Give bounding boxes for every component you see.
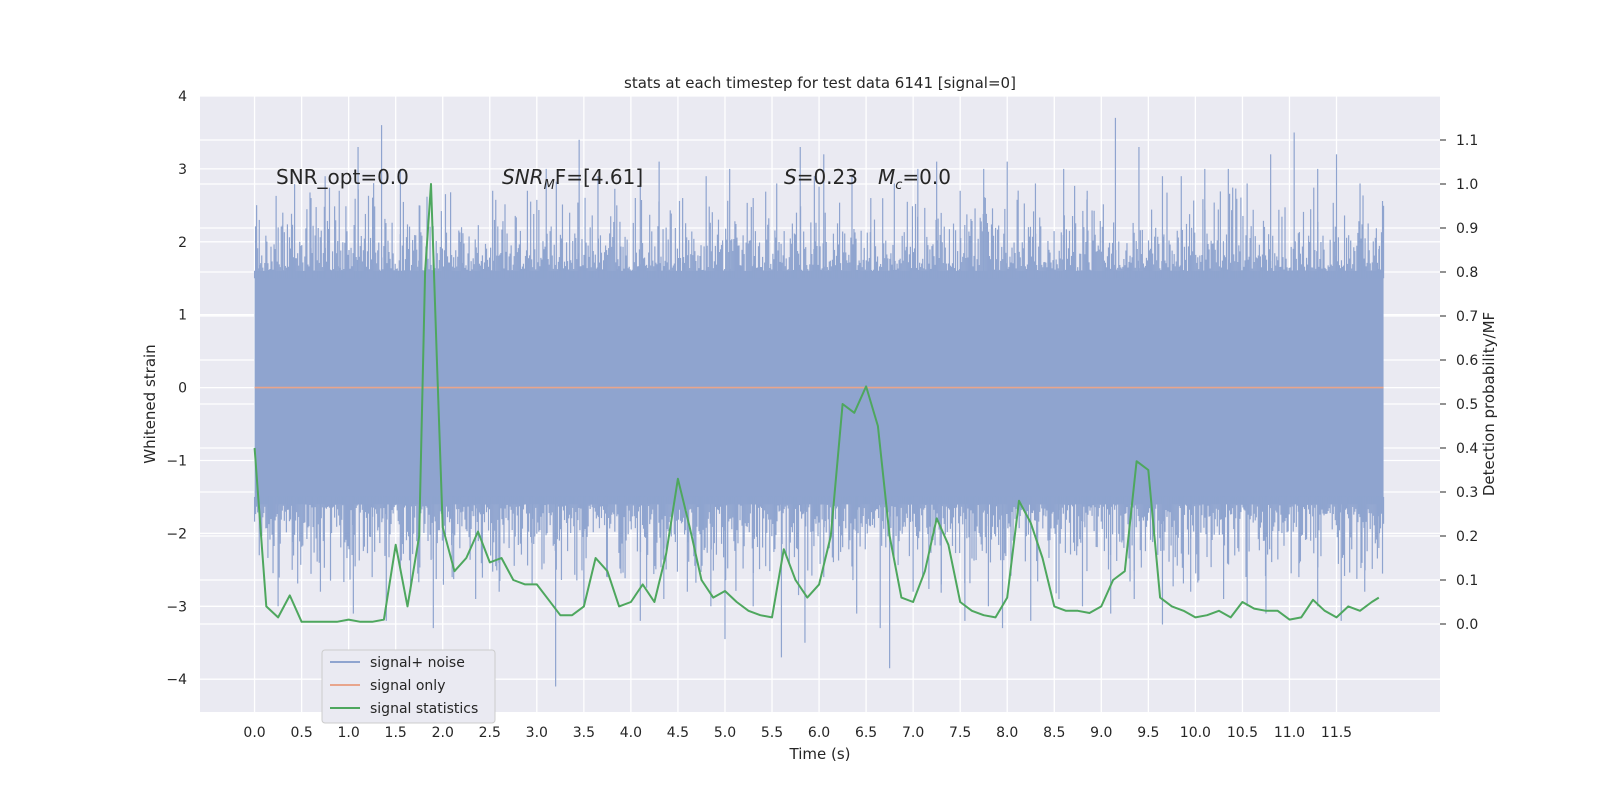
annotation-mc-number: =0.0 — [902, 165, 951, 189]
signal-statistics-line — [253, 183, 1380, 623]
x-tick-label: 7.5 — [949, 725, 971, 741]
annotation-mc-subscript: c — [895, 178, 902, 193]
legend-label-signal-statistics: signal statistics — [370, 701, 478, 717]
y-tick-label: 2 — [178, 235, 187, 251]
y-tick-label: 4 — [178, 89, 187, 105]
x-tick-label: 9.5 — [1137, 725, 1159, 741]
x-tick-label: 7.0 — [902, 725, 924, 741]
y-tick-label: −2 — [166, 526, 187, 542]
chart-title: stats at each timestep for test data 614… — [624, 74, 1016, 92]
y-tick-labels: 4 3 2 1 0 −1 −2 −3 −4 — [166, 89, 187, 688]
annotation-mc-symbol: M — [878, 165, 895, 189]
x-tick-label: 10.5 — [1227, 725, 1258, 741]
x-tick-label: 0.5 — [290, 725, 312, 741]
y-tick-label: −3 — [166, 599, 187, 615]
x-tick-labels: 0.0 0.5 1.0 1.5 2.0 2.5 3.0 3.5 4.0 4.5 5.0 5.5 6.0 6… — [243, 725, 1352, 741]
annotation-s-value: S=0.23 — [784, 165, 858, 189]
y-right-tick-label: 1.1 — [1456, 133, 1478, 149]
x-tick-label: 0.0 — [243, 725, 265, 741]
y-right-tick-label: 0.1 — [1456, 573, 1478, 589]
annotation-s-symbol: S — [784, 165, 797, 189]
y-right-tick-label: 0.5 — [1456, 397, 1478, 413]
annotation-snr-mf-value: F=[4.61] — [555, 165, 643, 189]
annotation-snr-mf-subscript: M — [544, 178, 555, 193]
legend: signal+ noise signal only signal statist… — [321, 649, 496, 724]
legend-label-signal-only: signal only — [370, 678, 445, 694]
y-right-tick-label: 0.2 — [1456, 529, 1478, 545]
y-tick-label: 0 — [178, 381, 187, 397]
y-right-tick-label: 0.6 — [1456, 353, 1478, 369]
y-right-tick-label: 0.4 — [1456, 441, 1478, 457]
y-right-tick-labels: 1.1 1.0 0.9 0.8 0.7 0.6 0.5 0.4 0.3 0.2 0.1 0.0 — [1440, 133, 1478, 633]
y-right-tick-label: 0.3 — [1456, 485, 1478, 501]
x-tick-label: 11.5 — [1321, 725, 1352, 741]
x-tick-label: 4.0 — [620, 725, 642, 741]
x-tick-label: 5.5 — [761, 725, 783, 741]
annotation-snr-mf-symbol: SNR — [502, 165, 544, 189]
x-tick-label: 5.0 — [714, 725, 736, 741]
x-tick-label: 2.0 — [432, 725, 454, 741]
x-axis-label: Time (s) — [789, 745, 851, 763]
x-tick-label: 1.5 — [385, 725, 407, 741]
x-tick-label: 6.5 — [855, 725, 877, 741]
x-tick-label: 1.0 — [338, 725, 360, 741]
x-tick-label: 2.5 — [479, 725, 501, 741]
y-tick-label: −1 — [166, 453, 187, 469]
x-tick-label: 9.0 — [1090, 725, 1112, 741]
y-right-tick-label: 0.7 — [1456, 309, 1478, 325]
x-tick-label: 6.0 — [808, 725, 830, 741]
x-tick-label: 3.5 — [573, 725, 595, 741]
stat-layer — [253, 183, 1380, 623]
y-right-tick-label: 0.0 — [1456, 617, 1478, 633]
annotation-snr-opt: SNR_opt=0.0 — [276, 165, 409, 189]
y-right-axis-label: Detection probability/MF — [1480, 312, 1498, 496]
annotation-mc-value: Mc=0.0 — [878, 165, 951, 193]
x-tick-label: 4.5 — [667, 725, 689, 741]
legend-label-signal-noise: signal+ noise — [370, 655, 465, 671]
x-tick-label: 8.5 — [1043, 725, 1065, 741]
y-right-tick-label: 1.0 — [1456, 177, 1478, 193]
annotation-s-number: =0.23 — [797, 165, 858, 189]
x-tick-label: 10.0 — [1180, 725, 1211, 741]
y-right-tick-label: 0.9 — [1456, 221, 1478, 237]
annotation-snr-mf: SNRMF=[4.61] — [502, 165, 643, 193]
x-tick-label: 8.0 — [996, 725, 1018, 741]
legend-box — [321, 649, 496, 724]
x-tick-label: 3.0 — [526, 725, 548, 741]
y-axis-label: Whitened strain — [141, 344, 159, 463]
y-right-tick-label: 0.8 — [1456, 265, 1478, 281]
y-tick-label: 3 — [178, 162, 187, 178]
y-tick-label: 1 — [178, 308, 187, 324]
y-tick-label: −4 — [166, 672, 187, 688]
x-tick-label: 11.0 — [1274, 725, 1305, 741]
